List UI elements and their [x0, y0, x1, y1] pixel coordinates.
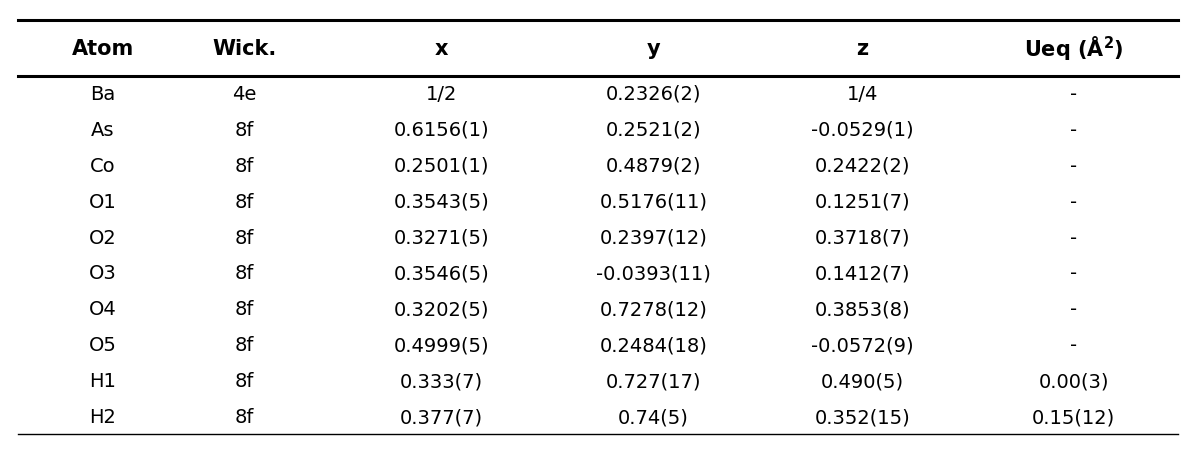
Text: 0.3271(5): 0.3271(5): [393, 228, 489, 247]
Text: 0.1251(7): 0.1251(7): [814, 192, 910, 211]
Text: H1: H1: [90, 371, 116, 390]
Text: 0.333(7): 0.333(7): [399, 371, 483, 390]
Text: 0.377(7): 0.377(7): [399, 407, 483, 426]
Text: 0.2501(1): 0.2501(1): [393, 157, 489, 175]
Text: 8f: 8f: [234, 371, 254, 390]
Text: O5: O5: [89, 335, 116, 354]
Text: 0.15(12): 0.15(12): [1032, 407, 1116, 426]
Text: Co: Co: [90, 157, 116, 175]
Text: 8f: 8f: [234, 121, 254, 140]
Text: Atom: Atom: [72, 38, 134, 58]
Text: 8f: 8f: [234, 407, 254, 426]
Text: 1/4: 1/4: [847, 85, 878, 104]
Text: 8f: 8f: [234, 335, 254, 354]
Text: y: y: [647, 38, 660, 58]
Text: O4: O4: [89, 300, 116, 318]
Text: -0.0572(9): -0.0572(9): [811, 335, 914, 354]
Text: -: -: [1070, 85, 1078, 104]
Text: 0.3202(5): 0.3202(5): [393, 300, 489, 318]
Text: z: z: [856, 38, 868, 58]
Text: 0.352(15): 0.352(15): [814, 407, 910, 426]
Text: 0.6156(1): 0.6156(1): [393, 121, 489, 140]
Text: O2: O2: [89, 228, 116, 247]
Text: 0.3546(5): 0.3546(5): [393, 264, 489, 283]
Text: x: x: [434, 38, 448, 58]
Text: 8f: 8f: [234, 228, 254, 247]
Text: 8f: 8f: [234, 192, 254, 211]
Text: -: -: [1070, 228, 1078, 247]
Text: 0.5176(11): 0.5176(11): [599, 192, 708, 211]
Text: -: -: [1070, 335, 1078, 354]
Text: 0.2484(18): 0.2484(18): [599, 335, 708, 354]
Text: 8f: 8f: [234, 300, 254, 318]
Text: -: -: [1070, 192, 1078, 211]
Text: 8f: 8f: [234, 157, 254, 175]
Text: 0.490(5): 0.490(5): [820, 371, 904, 390]
Text: 0.3718(7): 0.3718(7): [814, 228, 910, 247]
Text: As: As: [91, 121, 115, 140]
Text: -: -: [1070, 300, 1078, 318]
Text: 0.4999(5): 0.4999(5): [393, 335, 489, 354]
Text: Wick.: Wick.: [212, 38, 276, 58]
Text: 1/2: 1/2: [426, 85, 457, 104]
Text: 0.7278(12): 0.7278(12): [599, 300, 708, 318]
Text: -0.0393(11): -0.0393(11): [597, 264, 712, 283]
Text: 4e: 4e: [232, 85, 256, 104]
Text: 0.1412(7): 0.1412(7): [814, 264, 910, 283]
Text: 0.2397(12): 0.2397(12): [599, 228, 708, 247]
Text: Ueq ($\mathbf{\AA^2}$): Ueq ($\mathbf{\AA^2}$): [1024, 34, 1123, 63]
Text: -: -: [1070, 264, 1078, 283]
Text: O1: O1: [89, 192, 116, 211]
Text: 8f: 8f: [234, 264, 254, 283]
Text: Ba: Ba: [90, 85, 115, 104]
Text: O3: O3: [89, 264, 116, 283]
Text: H2: H2: [90, 407, 116, 426]
Text: 0.2422(2): 0.2422(2): [814, 157, 910, 175]
Text: 0.3543(5): 0.3543(5): [393, 192, 489, 211]
Text: -: -: [1070, 157, 1078, 175]
Text: 0.00(3): 0.00(3): [1038, 371, 1109, 390]
Text: 0.4879(2): 0.4879(2): [606, 157, 701, 175]
Text: 0.3853(8): 0.3853(8): [814, 300, 910, 318]
Text: -: -: [1070, 121, 1078, 140]
Text: -0.0529(1): -0.0529(1): [811, 121, 914, 140]
Text: 0.2521(2): 0.2521(2): [606, 121, 702, 140]
Text: 0.2326(2): 0.2326(2): [606, 85, 701, 104]
Text: 0.727(17): 0.727(17): [606, 371, 701, 390]
Text: 0.74(5): 0.74(5): [618, 407, 689, 426]
